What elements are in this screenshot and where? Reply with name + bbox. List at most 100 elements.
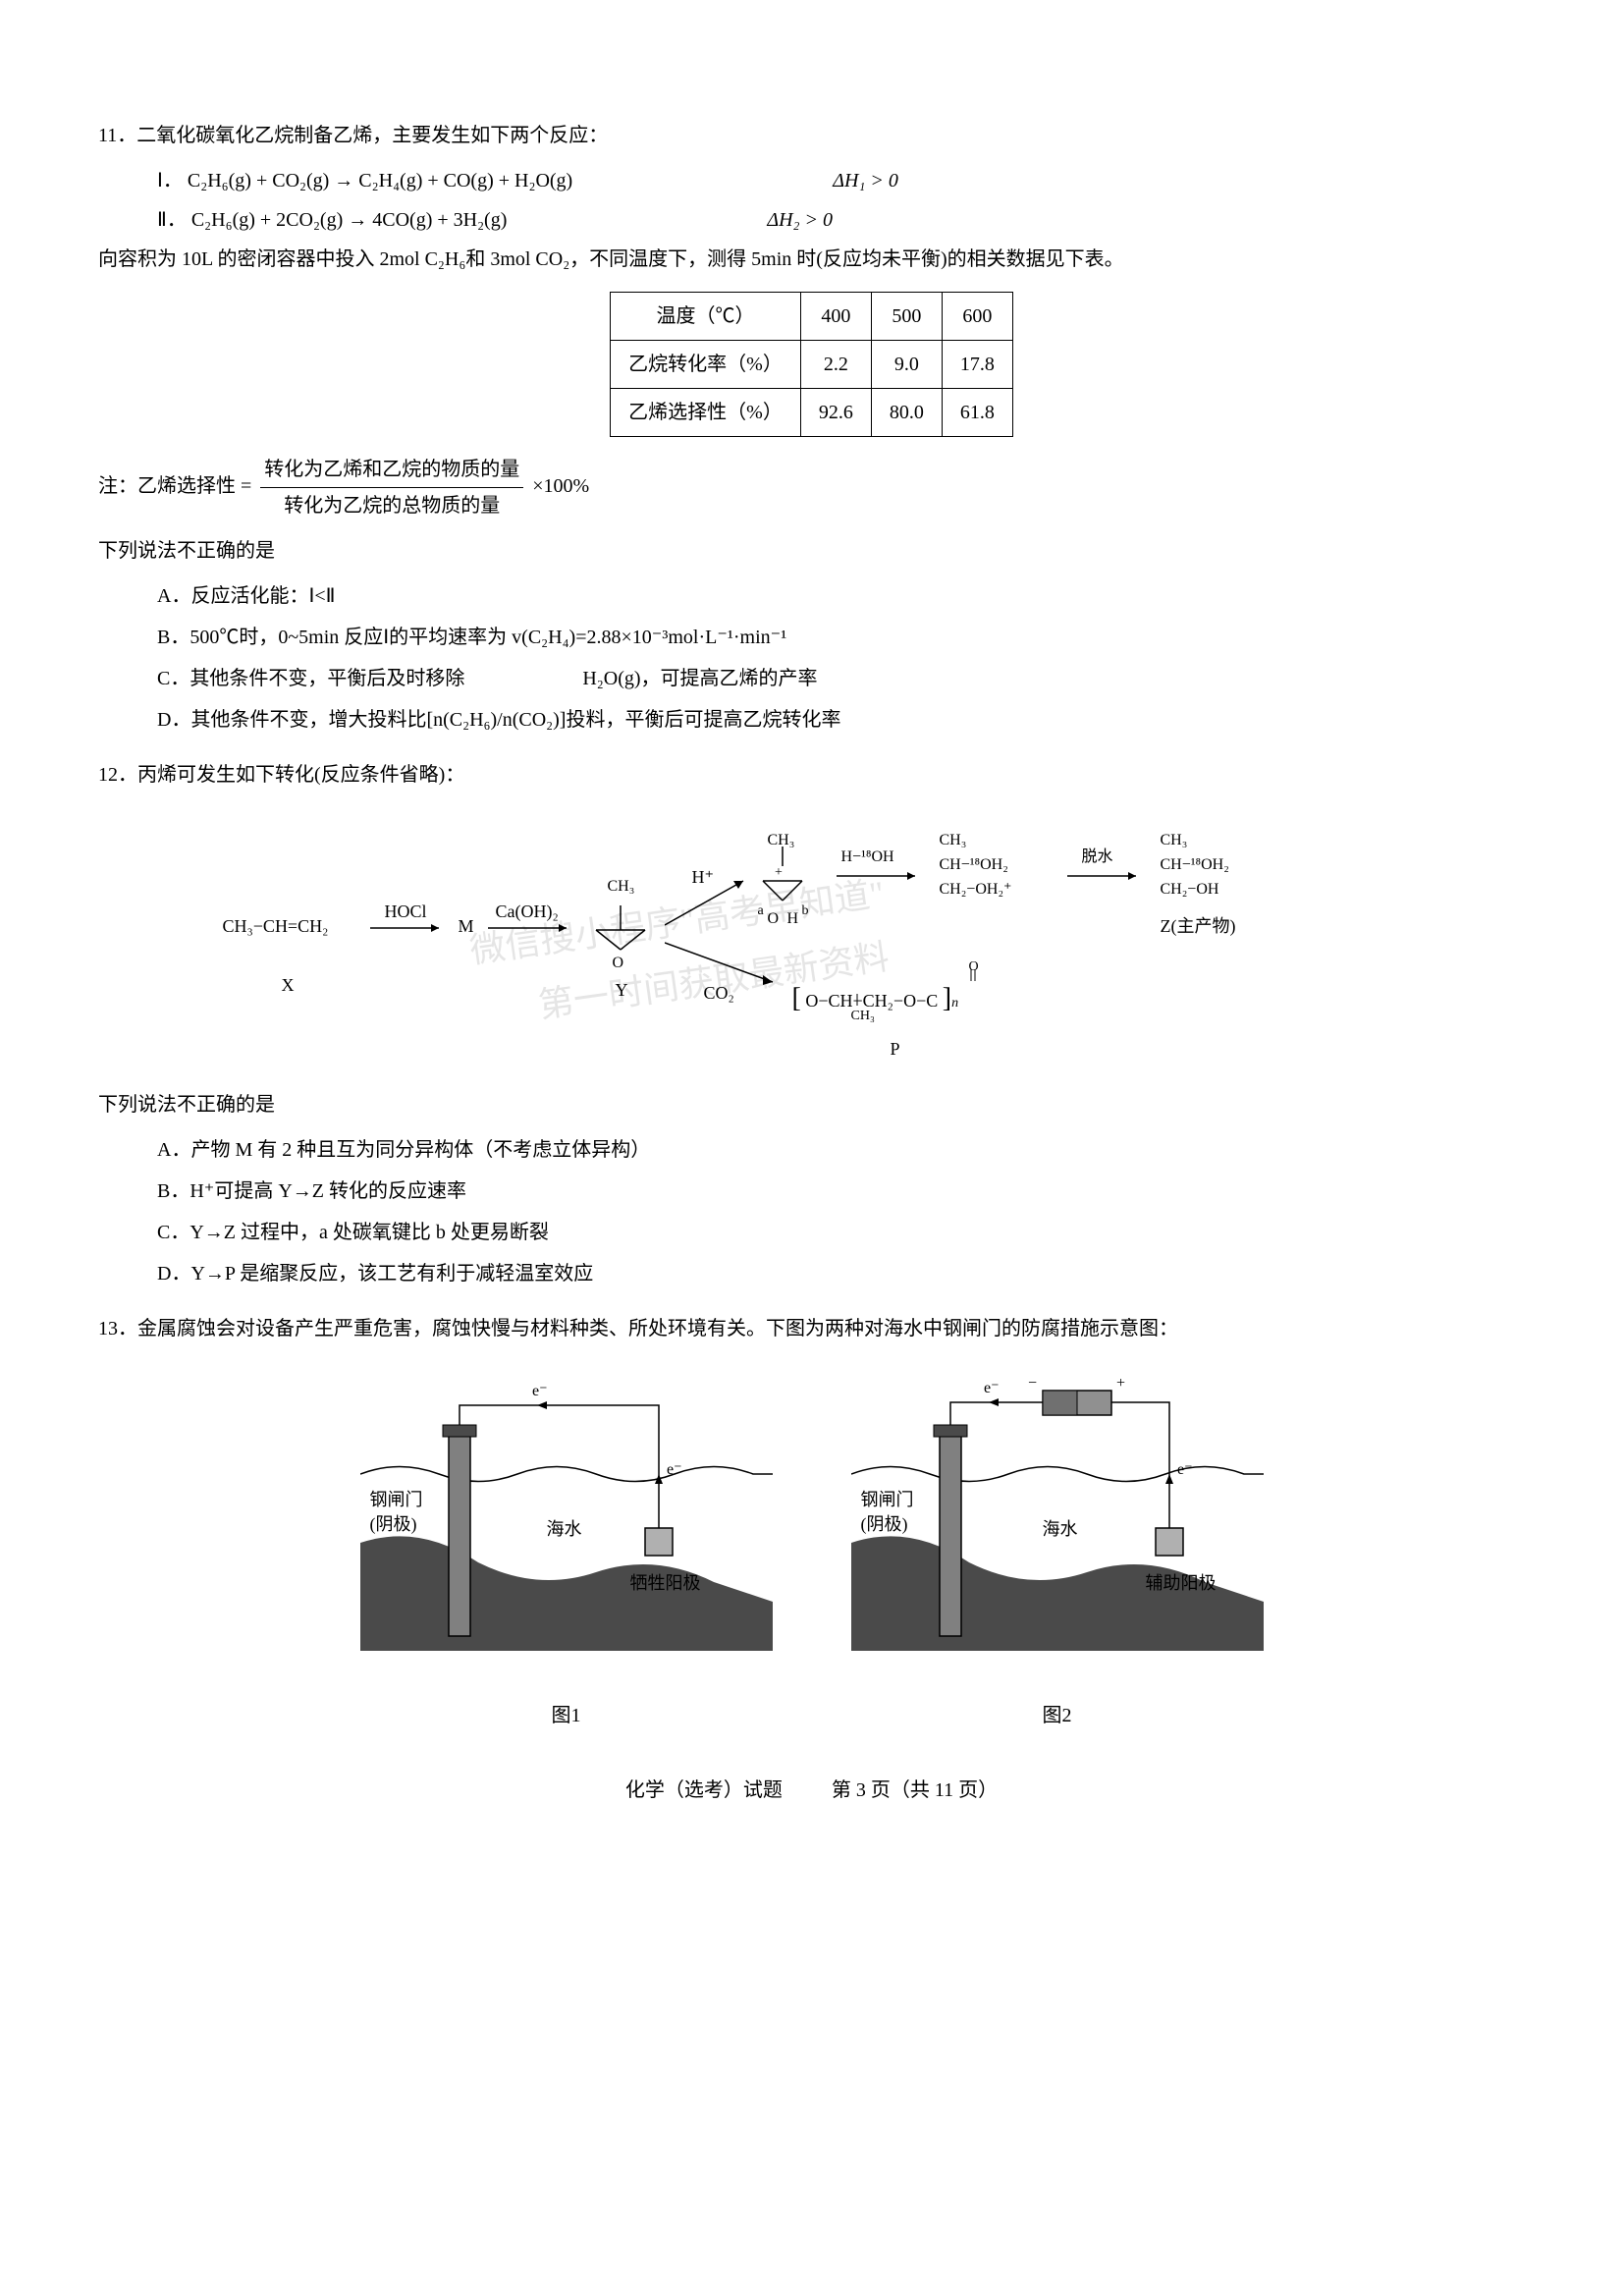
y-label: Y: [616, 974, 628, 1006]
q11-intro-text: 二氧化碳氧化乙烷制备乙烯，主要发生如下两个反应：: [136, 125, 608, 146]
y-ch3: CH₃: [608, 873, 635, 902]
q13-intro: 13．金属腐蚀会对设备产生严重危害，腐蚀快慢与材料种类、所处环境有关。下图为两种…: [98, 1311, 1525, 1346]
fig2-anode-label: 辅助阳极: [1146, 1567, 1217, 1599]
table-cell: 17.8: [942, 341, 1012, 389]
q12-prompt: 下列说法不正确的是: [98, 1087, 1525, 1122]
note-suffix: ×100%: [532, 475, 589, 497]
bond-icon: [853, 994, 863, 1006]
table-cell: 2.2: [800, 341, 871, 389]
q12-option-b: B．H⁺可提高 Y→Z 转化的反应速率: [98, 1174, 1525, 1209]
fig2-cathode-label: (阴极): [861, 1508, 908, 1540]
dehydrate-label: 脱水: [1082, 844, 1113, 872]
table-cell: 乙烷转化率（%）: [611, 341, 801, 389]
table-row: 乙烷转化率（%） 2.2 9.0 17.8: [611, 341, 1013, 389]
svg-text:e⁻: e⁻: [532, 1383, 548, 1399]
prod-bot: CH₂−OH₂⁺: [940, 876, 1012, 904]
q12-option-d: D．Y→P 是缩聚反应，该工艺有利于减轻温室效应: [98, 1256, 1525, 1291]
table-row: 温度（℃） 400 500 600: [611, 293, 1013, 341]
table-cell: 61.8: [942, 389, 1012, 437]
footer-subject: 化学（选考）试题: [625, 1779, 783, 1801]
fig1-caption: 图1: [360, 1698, 773, 1733]
intermediate-icon: +: [753, 842, 832, 910]
eq1-formula: C₂H₆(g) + CO₂(g) → C₂H₄(g) + CO(g) + H₂O…: [188, 170, 572, 191]
q13-intro-text: 金属腐蚀会对设备产生严重危害，腐蚀快慢与材料种类、所处环境有关。下图为两种对海水…: [137, 1318, 1178, 1339]
b-label: b: [802, 899, 809, 923]
svg-text:−: −: [1028, 1376, 1037, 1392]
q12-number: 12．: [98, 764, 137, 786]
x-label: X: [282, 969, 295, 1001]
q11-eq2: Ⅱ． C₂H₆(g) + 2CO₂(g) → 4CO(g) + 3H₂(g) Δ…: [98, 202, 1525, 238]
fig1-sea-label: 海水: [547, 1513, 582, 1545]
question-11: 11．二氧化碳氧化乙烷制备乙烯，主要发生如下两个反应： Ⅰ． C₂H₆(g) +…: [98, 118, 1525, 738]
figure-2: e⁻ e⁻ − + 钢闸门 (阴极) 海水 辅助阳极 图2: [851, 1376, 1264, 1733]
q11-table: 温度（℃） 400 500 600 乙烷转化率（%） 2.2 9.0 17.8 …: [610, 292, 1013, 437]
q12-option-a: A．产物 M 有 2 种且互为同分异构体（不考虑立体异构）: [98, 1132, 1525, 1168]
table-cell: 80.0: [871, 389, 942, 437]
question-13: 13．金属腐蚀会对设备产生严重危害，腐蚀快慢与材料种类、所处环境有关。下图为两种…: [98, 1311, 1525, 1733]
arrow1-label: HOCl: [385, 896, 427, 927]
table-cell: 9.0: [871, 341, 942, 389]
fig1-anode-label: 牺牲阳极: [630, 1567, 701, 1599]
table-row: 乙烯选择性（%） 92.6 80.0 61.8: [611, 389, 1013, 437]
svg-text:e⁻: e⁻: [1177, 1461, 1193, 1478]
eq2-label: Ⅱ．: [157, 209, 187, 231]
x-formula: CH₃−CH=CH₂: [223, 910, 329, 942]
footer-page: 第 3 页（共 11 页）: [832, 1779, 998, 1801]
table-cell: 92.6: [800, 389, 871, 437]
q12-option-c: C．Y→Z 过程中，a 处碳氧键比 b 处更易断裂: [98, 1215, 1525, 1250]
q11-eq1: Ⅰ． C₂H₆(g) + CO₂(g) → C₂H₄(g) + CO(g) + …: [98, 163, 1525, 198]
h-plus: H⁺: [692, 861, 715, 893]
h18oh-label: H−¹⁸OH: [841, 844, 894, 872]
arrow2-label: Ca(OH)₂: [496, 896, 559, 927]
z-bot: CH₂−OH: [1161, 876, 1219, 904]
svg-text:+: +: [1116, 1376, 1125, 1392]
fig2-canvas: e⁻ e⁻ − + 钢闸门 (阴极) 海水 辅助阳极: [851, 1376, 1264, 1690]
fig2-caption: 图2: [851, 1698, 1264, 1733]
double-bond-icon: [969, 969, 979, 981]
q11-prompt: 下列说法不正确的是: [98, 533, 1525, 569]
q11-note: 注：乙烯选择性 = 转化为乙烯和乙烷的物质的量 转化为乙烷的总物质的量 ×100…: [98, 452, 1525, 523]
z-label: Z(主产物): [1161, 910, 1236, 942]
p-label: P: [891, 1033, 900, 1065]
int-oh: O: [768, 905, 780, 934]
fraction: 转化为乙烯和乙烷的物质的量 转化为乙烷的总物质的量: [260, 452, 523, 523]
svg-text:e⁻: e⁻: [984, 1380, 1000, 1396]
table-cell: 500: [871, 293, 942, 341]
q11-option-b: B．500℃时，0~5min 反应Ⅰ的平均速率为 v(C₂H₄)=2.88×10…: [98, 620, 1525, 655]
q11-intro: 11．二氧化碳氧化乙烷制备乙烯，主要发生如下两个反应：: [98, 118, 1525, 153]
fraction-numerator: 转化为乙烯和乙烷的物质的量: [260, 452, 523, 488]
q12-intro: 12．丙烯可发生如下转化(反应条件省略)：: [98, 757, 1525, 793]
m-label: M: [459, 910, 474, 942]
page-footer: 化学（选考）试题 第 3 页（共 11 页）: [98, 1773, 1525, 1808]
fig1-cathode-label: (阴极): [370, 1508, 417, 1540]
polymer: [ O−CH−CH₂−O−C ]n: [792, 974, 959, 1023]
reaction-diagram: 微信搜小程序"高考早知道" 第一时间获取最新资料 CH₃−CH=CH₂ X HO…: [223, 812, 1401, 1067]
eq1-dh: ΔH₁ > 0: [833, 163, 898, 198]
q11-body: 向容积为 10L 的密闭容器中投入 2mol C₂H₆和 3mol CO₂，不同…: [98, 242, 1525, 277]
figure-1: e⁻ e⁻ 钢闸门 (阴极) 海水 牺牲阳极 图1: [360, 1376, 773, 1733]
svg-text:e⁻: e⁻: [667, 1461, 682, 1478]
corrosion-diagrams: e⁻ e⁻ 钢闸门 (阴极) 海水 牺牲阳极 图1: [98, 1376, 1525, 1733]
fig2-sea-label: 海水: [1043, 1513, 1078, 1545]
fraction-denominator: 转化为乙烷的总物质的量: [260, 488, 523, 523]
eq2-formula: C₂H₆(g) + 2CO₂(g) → 4CO(g) + 3H₂(g): [191, 209, 508, 231]
co2-label: CO₂: [704, 977, 734, 1009]
svg-text:+: +: [775, 865, 783, 880]
int-h: H: [787, 905, 799, 934]
eq1-label: Ⅰ．: [157, 170, 183, 191]
q11-option-c: C．其他条件不变，平衡后及时移除 H₂O(g)，可提高乙烯的产率: [98, 661, 1525, 696]
table-cell: 乙烯选择性（%）: [611, 389, 801, 437]
q11-option-d: D．其他条件不变，增大投料比[n(C₂H₆)/n(CO₂)]投料，平衡后可提高乙…: [98, 702, 1525, 738]
question-12: 12．丙烯可发生如下转化(反应条件省略)： 微信搜小程序"高考早知道" 第一时间…: [98, 757, 1525, 1291]
q11-number: 11．: [98, 125, 136, 146]
fig1-canvas: e⁻ e⁻ 钢闸门 (阴极) 海水 牺牲阳极: [360, 1376, 773, 1690]
table-cell: 温度（℃）: [611, 293, 801, 341]
polymer-ch3: CH₃: [851, 1004, 875, 1028]
a-label: a: [758, 899, 764, 923]
q11-option-a: A．反应活化能：Ⅰ<Ⅱ: [98, 578, 1525, 614]
table-cell: 600: [942, 293, 1012, 341]
table-cell: 400: [800, 293, 871, 341]
eq2-dh: ΔH₂ > 0: [767, 202, 833, 238]
q12-intro-text: 丙烯可发生如下转化(反应条件省略)：: [137, 764, 464, 786]
q13-number: 13．: [98, 1318, 137, 1339]
